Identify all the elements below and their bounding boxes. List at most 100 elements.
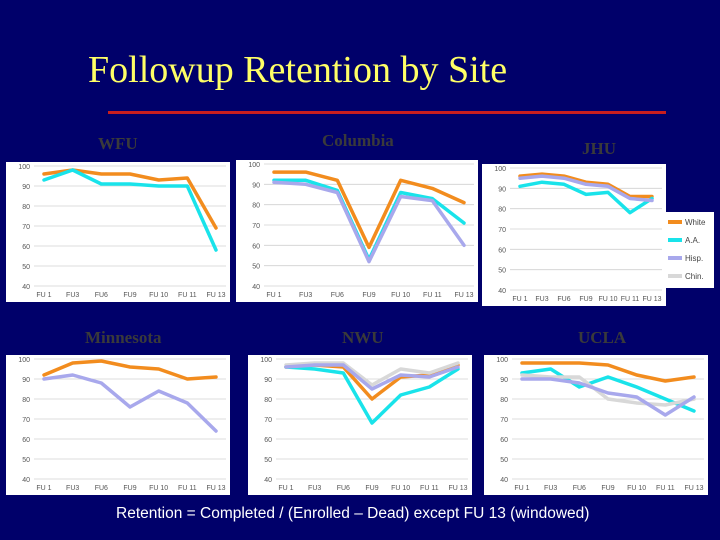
title-underline bbox=[108, 111, 666, 114]
x-tick-label: FU 10 bbox=[598, 296, 617, 303]
series-line-a-a bbox=[284, 365, 460, 425]
y-tick-label: 80 bbox=[22, 204, 30, 211]
y-tick-label: 100 bbox=[18, 357, 30, 364]
y-tick-label: 40 bbox=[22, 284, 30, 291]
x-tick-label: FU 10 bbox=[391, 292, 410, 299]
legend-label-hisp: Hisp. bbox=[685, 254, 703, 263]
y-tick-label: 60 bbox=[500, 437, 508, 444]
x-tick-label: FU 11 bbox=[420, 485, 439, 492]
x-tick-label: FU9 bbox=[362, 292, 375, 299]
y-tick-label: 40 bbox=[500, 477, 508, 484]
series-line-hisp bbox=[520, 377, 696, 417]
y-tick-label: 50 bbox=[252, 264, 260, 271]
x-tick-label: FU 10 bbox=[391, 485, 410, 492]
x-tick-label: FU3 bbox=[66, 292, 79, 299]
series-line-hisp bbox=[272, 180, 466, 264]
series-line-white bbox=[520, 361, 696, 383]
slide-title: Followup Retention by Site bbox=[88, 49, 508, 91]
site-title-jhu: JHU bbox=[582, 139, 616, 158]
x-tick-label: FU6 bbox=[337, 485, 350, 492]
x-tick-label: FU3 bbox=[308, 485, 321, 492]
y-tick-label: 40 bbox=[264, 477, 272, 484]
x-tick-label: FU 1 bbox=[514, 485, 529, 492]
series-line-white bbox=[42, 359, 218, 381]
y-tick-label: 70 bbox=[264, 417, 272, 424]
x-tick-label: FU9 bbox=[365, 485, 378, 492]
y-tick-label: 50 bbox=[22, 264, 30, 271]
y-tick-label: 70 bbox=[252, 223, 260, 230]
y-tick-label: 70 bbox=[22, 224, 30, 231]
y-tick-label: 40 bbox=[498, 288, 506, 295]
series-line-chin bbox=[284, 361, 460, 387]
y-tick-label: 100 bbox=[260, 357, 272, 364]
y-tick-label: 90 bbox=[498, 186, 506, 193]
chart-ucla: 40 50 60 70 80 90 100 FU 1 FU3 FU6 FU9 FU 10 FU 11 FU… bbox=[484, 355, 708, 495]
series-line-hisp bbox=[518, 174, 654, 203]
legend-label-chin: Chin. bbox=[685, 272, 704, 281]
series-line-a-a bbox=[518, 180, 654, 215]
y-tick-label: 60 bbox=[22, 437, 30, 444]
y-tick-label: 80 bbox=[264, 397, 272, 404]
site-title-minnesota: Minnesota bbox=[85, 328, 162, 347]
y-tick-label: 50 bbox=[22, 457, 30, 464]
x-tick-label: FU 11 bbox=[656, 485, 675, 492]
x-tick-label: FU 10 bbox=[149, 485, 168, 492]
y-tick-label: 90 bbox=[500, 377, 508, 384]
site-title-columbia: Columbia bbox=[322, 131, 394, 150]
y-tick-label: 100 bbox=[248, 162, 260, 169]
y-tick-label: 50 bbox=[498, 268, 506, 275]
series-line-hisp bbox=[42, 373, 218, 433]
x-tick-label: FU 13 bbox=[206, 292, 225, 299]
site-title-wfu: WFU bbox=[98, 134, 138, 153]
x-tick-label: FU6 bbox=[331, 292, 344, 299]
x-tick-label: FU3 bbox=[66, 485, 79, 492]
x-tick-label: FU6 bbox=[573, 485, 586, 492]
x-tick-label: FU 10 bbox=[149, 292, 168, 299]
x-tick-label: FU 13 bbox=[684, 485, 703, 492]
x-tick-label: FU9 bbox=[601, 485, 614, 492]
x-tick-label: FU 10 bbox=[627, 485, 646, 492]
chart-nwu: 40 50 60 70 80 90 100 FU 1 FU3 FU6 FU9 FU 10 FU 11 FU… bbox=[248, 355, 472, 495]
legend-label-a-a: A.A. bbox=[685, 236, 700, 245]
site-title-nwu: NWU bbox=[342, 328, 384, 347]
x-tick-label: FU9 bbox=[123, 292, 136, 299]
y-tick-label: 100 bbox=[18, 164, 30, 171]
y-tick-label: 60 bbox=[498, 247, 506, 254]
plot-area bbox=[484, 355, 708, 495]
x-tick-label: FU 13 bbox=[454, 292, 473, 299]
y-tick-label: 90 bbox=[264, 377, 272, 384]
x-tick-label: FU 13 bbox=[448, 485, 467, 492]
series-line-chin bbox=[520, 373, 696, 407]
chart-wfu: 40 50 60 70 80 90 100 FU 1 FU3 FU6 FU9 FU 10 FU 11 FU… bbox=[6, 162, 230, 302]
series-line-a-a bbox=[520, 367, 696, 413]
x-tick-label: FU 1 bbox=[278, 485, 293, 492]
x-tick-label: FU3 bbox=[544, 485, 557, 492]
y-tick-label: 40 bbox=[252, 284, 260, 291]
y-tick-label: 80 bbox=[498, 207, 506, 214]
y-tick-label: 100 bbox=[496, 357, 508, 364]
y-tick-label: 50 bbox=[264, 457, 272, 464]
series-line-hisp bbox=[284, 363, 460, 391]
y-tick-label: 70 bbox=[500, 417, 508, 424]
x-tick-label: FU6 bbox=[95, 292, 108, 299]
x-tick-label: FU 11 bbox=[178, 292, 197, 299]
y-tick-label: 80 bbox=[22, 397, 30, 404]
x-tick-label: FU 13 bbox=[642, 296, 661, 303]
chart-jhu: 40 50 60 70 80 90 100 FU 1 FU3 FU6 FU9 FU 10 FU 11 FU… bbox=[482, 164, 714, 306]
y-tick-label: 90 bbox=[22, 377, 30, 384]
x-tick-label: FU 1 bbox=[36, 292, 51, 299]
y-tick-label: 80 bbox=[500, 397, 508, 404]
x-tick-label: FU 11 bbox=[178, 485, 197, 492]
x-tick-label: FU9 bbox=[123, 485, 136, 492]
x-tick-label: FU 1 bbox=[36, 485, 51, 492]
y-tick-label: 50 bbox=[500, 457, 508, 464]
x-tick-label: FU6 bbox=[557, 296, 570, 303]
y-tick-label: 60 bbox=[22, 244, 30, 251]
y-tick-label: 90 bbox=[252, 182, 260, 189]
x-tick-label: FU 1 bbox=[512, 296, 527, 303]
chart-columbia: 40 50 60 70 80 90 100 FU 1 FU3 FU6 FU9 FU 10 FU 11 FU… bbox=[236, 160, 478, 302]
x-tick-label: FU9 bbox=[579, 296, 592, 303]
y-tick-label: 70 bbox=[498, 227, 506, 234]
y-tick-label: 40 bbox=[22, 477, 30, 484]
x-tick-label: FU 11 bbox=[621, 296, 640, 303]
